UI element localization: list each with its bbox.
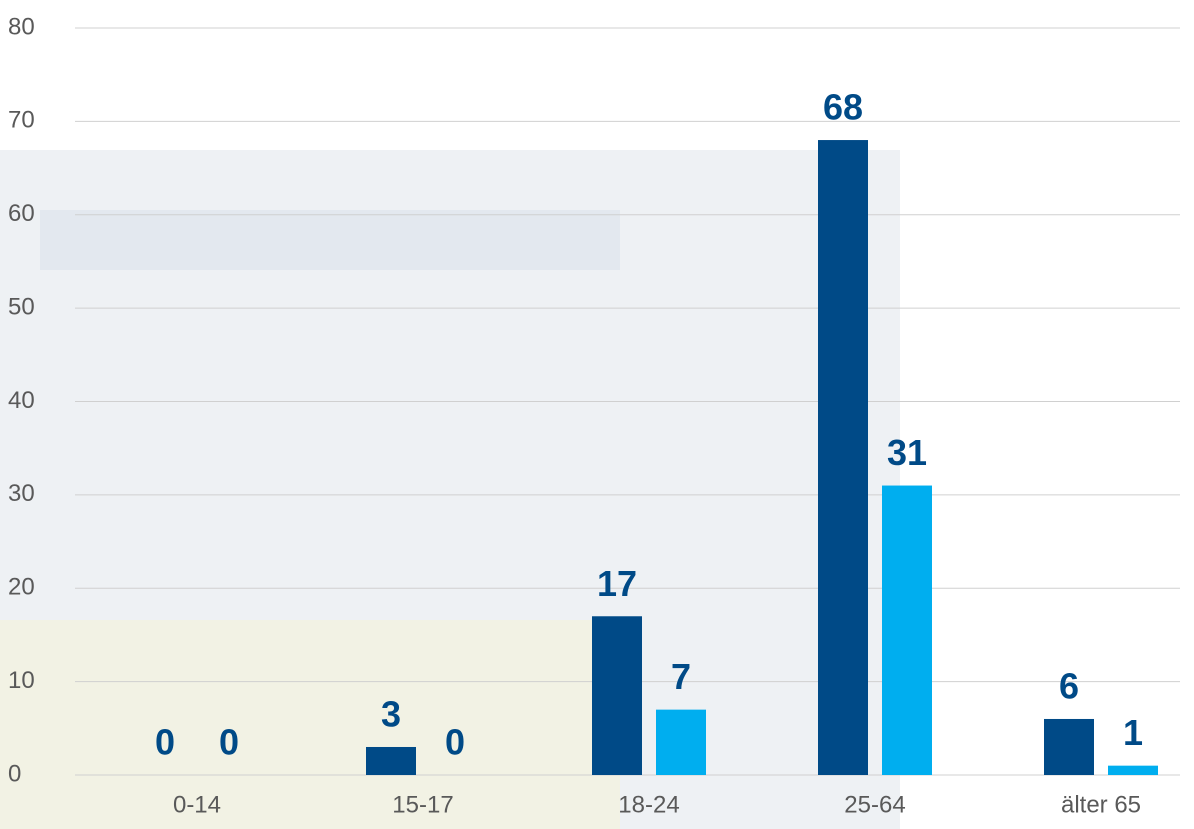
bar xyxy=(882,485,932,775)
background-photo-detail xyxy=(0,620,620,829)
bar xyxy=(366,746,416,775)
value-label: 0 xyxy=(445,722,465,763)
background-photo-detail xyxy=(40,210,620,270)
value-label: 0 xyxy=(219,722,239,763)
x-tick-label: 0-14 xyxy=(173,791,221,818)
bar xyxy=(1044,718,1094,775)
y-tick-label: 70 xyxy=(8,107,35,134)
value-label: 0 xyxy=(155,722,175,763)
value-label: 68 xyxy=(823,87,863,128)
value-label: 31 xyxy=(887,432,927,473)
value-label: 6 xyxy=(1059,665,1079,706)
y-tick-label: 40 xyxy=(8,387,35,414)
y-tick-label: 50 xyxy=(8,293,35,320)
y-tick-label: 80 xyxy=(8,13,35,40)
bar xyxy=(1108,765,1158,775)
value-label: 17 xyxy=(597,563,637,604)
x-tick-label: 15-17 xyxy=(392,791,453,818)
value-label: 7 xyxy=(671,656,691,697)
value-label: 3 xyxy=(381,694,401,735)
bar xyxy=(818,140,868,776)
bar xyxy=(592,616,642,775)
y-tick-label: 60 xyxy=(8,200,35,227)
x-tick-label: 18-24 xyxy=(618,791,679,818)
x-tick-label: 25-64 xyxy=(844,791,905,818)
y-tick-label: 20 xyxy=(8,574,35,601)
value-label: 1 xyxy=(1123,712,1143,753)
y-tick-label: 30 xyxy=(8,480,35,507)
y-tick-label: 0 xyxy=(8,760,21,787)
x-tick-label: älter 65 xyxy=(1061,791,1141,818)
y-tick-label: 10 xyxy=(8,667,35,694)
bar xyxy=(656,709,706,775)
